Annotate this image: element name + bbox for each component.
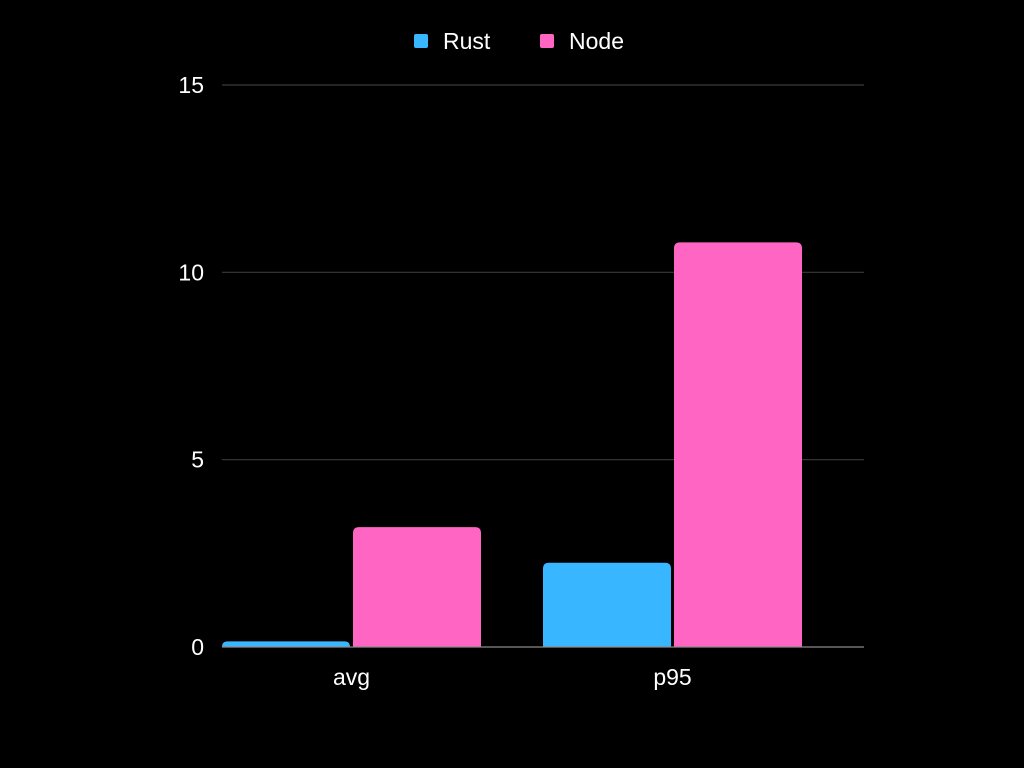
y-tick-label: 5 xyxy=(191,447,204,473)
bar-rust-avg xyxy=(222,641,350,647)
legend-swatch-node xyxy=(540,34,554,48)
bar-node-p95 xyxy=(674,242,802,648)
legend-swatch-rust xyxy=(414,34,428,48)
y-tick-label: 10 xyxy=(178,259,204,285)
legend-label-node: Node xyxy=(569,28,624,54)
y-tick-label: 15 xyxy=(178,72,204,98)
y-tick-label: 0 xyxy=(191,634,204,660)
x-axis-ticks: avg p95 xyxy=(333,664,692,690)
bar-rust-p95 xyxy=(543,562,671,647)
x-tick-label: p95 xyxy=(653,664,691,690)
legend: Rust Node xyxy=(414,28,624,54)
bars xyxy=(222,242,802,648)
bar-node-avg xyxy=(353,527,481,647)
legend-label-rust: Rust xyxy=(443,28,491,54)
x-tick-label: avg xyxy=(333,664,370,690)
y-axis-ticks: 0 5 10 15 xyxy=(178,72,204,660)
